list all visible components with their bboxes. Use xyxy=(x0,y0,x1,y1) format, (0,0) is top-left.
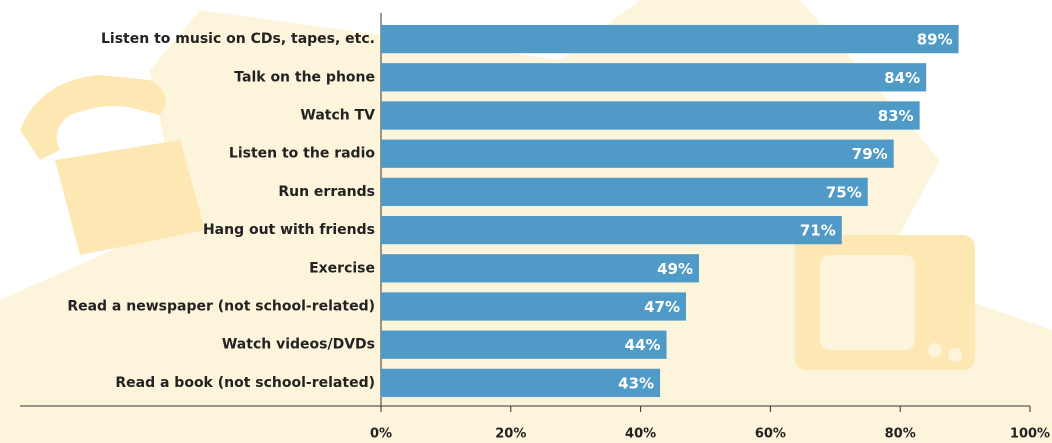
bar xyxy=(381,254,700,283)
x-tick-label: 100% xyxy=(1010,427,1050,442)
value-label: 89% xyxy=(917,31,953,49)
category-label: Watch videos/DVDs xyxy=(222,337,375,353)
value-label: 83% xyxy=(878,107,914,125)
value-label: 43% xyxy=(618,374,654,392)
x-tick-label: 80% xyxy=(885,427,916,442)
value-label: 44% xyxy=(625,336,661,354)
bar xyxy=(381,63,927,92)
category-label: Listen to music on CDs, tapes, etc. xyxy=(101,31,375,47)
x-tick-label: 60% xyxy=(755,427,786,442)
bar xyxy=(381,368,661,398)
bar xyxy=(381,215,842,245)
bar xyxy=(381,177,868,207)
category-label: Listen to the radio xyxy=(229,146,375,162)
category-label: Exercise xyxy=(309,260,375,276)
bar xyxy=(381,139,894,168)
value-label: 71% xyxy=(800,222,836,240)
value-label: 75% xyxy=(826,183,862,201)
category-label: Run errands xyxy=(278,184,375,200)
category-label: Talk on the phone xyxy=(234,69,375,85)
category-label: Watch TV xyxy=(300,108,375,124)
x-tick-label: 20% xyxy=(495,427,526,442)
category-label: Hang out with friends xyxy=(203,222,375,238)
bar xyxy=(381,330,667,359)
bar xyxy=(381,24,959,54)
value-label: 47% xyxy=(644,298,680,316)
bar xyxy=(381,292,687,321)
category-label: Read a newspaper (not school-related) xyxy=(67,299,375,315)
value-label: 49% xyxy=(657,260,693,278)
x-tick-label: 0% xyxy=(370,427,392,442)
value-label: 84% xyxy=(884,69,920,87)
category-label: Read a book (not school-related) xyxy=(115,375,375,391)
bar xyxy=(381,101,920,130)
x-tick-label: 40% xyxy=(625,427,656,442)
value-label: 79% xyxy=(852,145,888,163)
